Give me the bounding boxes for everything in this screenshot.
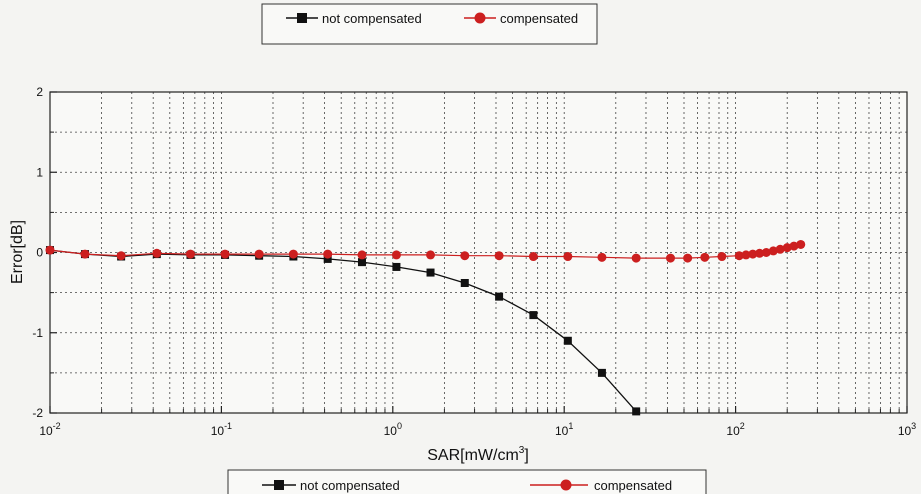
data-point-not-compensated [563, 336, 572, 345]
x-tick-labels: 10-2 10-1 100 101 102 103 [39, 421, 916, 438]
x-tick-label: 10-1 [211, 421, 232, 438]
data-point-compensated [528, 252, 538, 262]
data-point-compensated [734, 251, 744, 261]
data-point-compensated [185, 249, 195, 259]
legend-bottom-marker-not-compensated [274, 480, 284, 490]
data-point-compensated [563, 252, 573, 262]
data-point-compensated [357, 250, 367, 260]
data-point-not-compensated [426, 268, 435, 277]
y-tick-label: -1 [32, 326, 43, 340]
data-point-compensated [782, 243, 792, 253]
data-point-compensated [631, 253, 641, 263]
data-point-not-compensated [323, 254, 332, 263]
data-point-compensated [323, 249, 333, 259]
data-point-compensated [755, 248, 765, 258]
data-point-compensated [426, 250, 436, 260]
data-point-compensated [391, 250, 401, 260]
data-point-not-compensated [529, 311, 538, 320]
series-layer [45, 239, 806, 416]
data-point-not-compensated [495, 292, 504, 301]
y-axis-title: Error[dB] [9, 220, 26, 284]
data-point-compensated [80, 249, 90, 259]
data-point-compensated [220, 249, 230, 259]
data-point-compensated [254, 249, 264, 259]
x-tick-label: 10-2 [39, 421, 60, 438]
data-point-compensated [45, 245, 55, 255]
data-point-not-compensated [632, 407, 641, 416]
data-point-compensated [152, 248, 162, 258]
data-point-not-compensated [392, 262, 401, 271]
data-point-compensated [700, 252, 710, 262]
legend-bottom-box [227, 469, 707, 494]
y-tick-label: 1 [36, 165, 43, 179]
x-tick-label: 100 [384, 421, 402, 438]
legend-top-marker-not-compensated [297, 13, 307, 23]
legend-bottom-marker-compensated [560, 479, 572, 491]
legend-top: not compensated compensated [261, 3, 598, 45]
data-point-compensated [460, 251, 470, 261]
x-tick-label: 101 [555, 421, 573, 438]
data-point-compensated [665, 253, 675, 263]
y-tick-label: 2 [36, 85, 43, 99]
data-point-not-compensated [460, 278, 469, 287]
data-point-not-compensated [597, 368, 606, 377]
data-point-compensated [768, 246, 778, 256]
data-point-compensated [494, 251, 504, 261]
data-point-not-compensated [357, 258, 366, 267]
x-tick-label: 102 [726, 421, 744, 438]
x-axis-title: SAR[mW/cm3] [427, 445, 529, 464]
data-point-compensated [288, 249, 298, 259]
x-tick-label: 103 [898, 421, 916, 438]
y-tick-label: -2 [32, 406, 43, 420]
data-point-compensated [796, 239, 806, 249]
data-point-compensated [683, 253, 693, 263]
data-point-compensated [717, 252, 727, 262]
legend-bottom: not compensated compensated [227, 469, 707, 494]
series-line-not-compensated [49, 249, 637, 412]
y-tick-label: 0 [36, 246, 43, 260]
legend-bottom-label-not-compensated: not compensated [300, 478, 400, 493]
legend-top-label-not-compensated: not compensated [322, 11, 422, 26]
legend-top-label-compensated: compensated [500, 11, 578, 26]
data-point-compensated [761, 248, 771, 257]
legend-bottom-label-compensated: compensated [594, 478, 672, 493]
data-point-compensated [775, 244, 785, 254]
legend-top-marker-compensated [474, 12, 486, 24]
legend-top-box [261, 3, 598, 45]
data-point-compensated [748, 249, 758, 259]
data-point-compensated [116, 251, 126, 261]
axis-ticks [49, 91, 908, 414]
data-point-compensated [789, 241, 799, 251]
y-tick-labels: -2 -1 0 1 2 [32, 85, 43, 420]
data-point-compensated [597, 252, 607, 262]
data-point-compensated [741, 250, 751, 260]
